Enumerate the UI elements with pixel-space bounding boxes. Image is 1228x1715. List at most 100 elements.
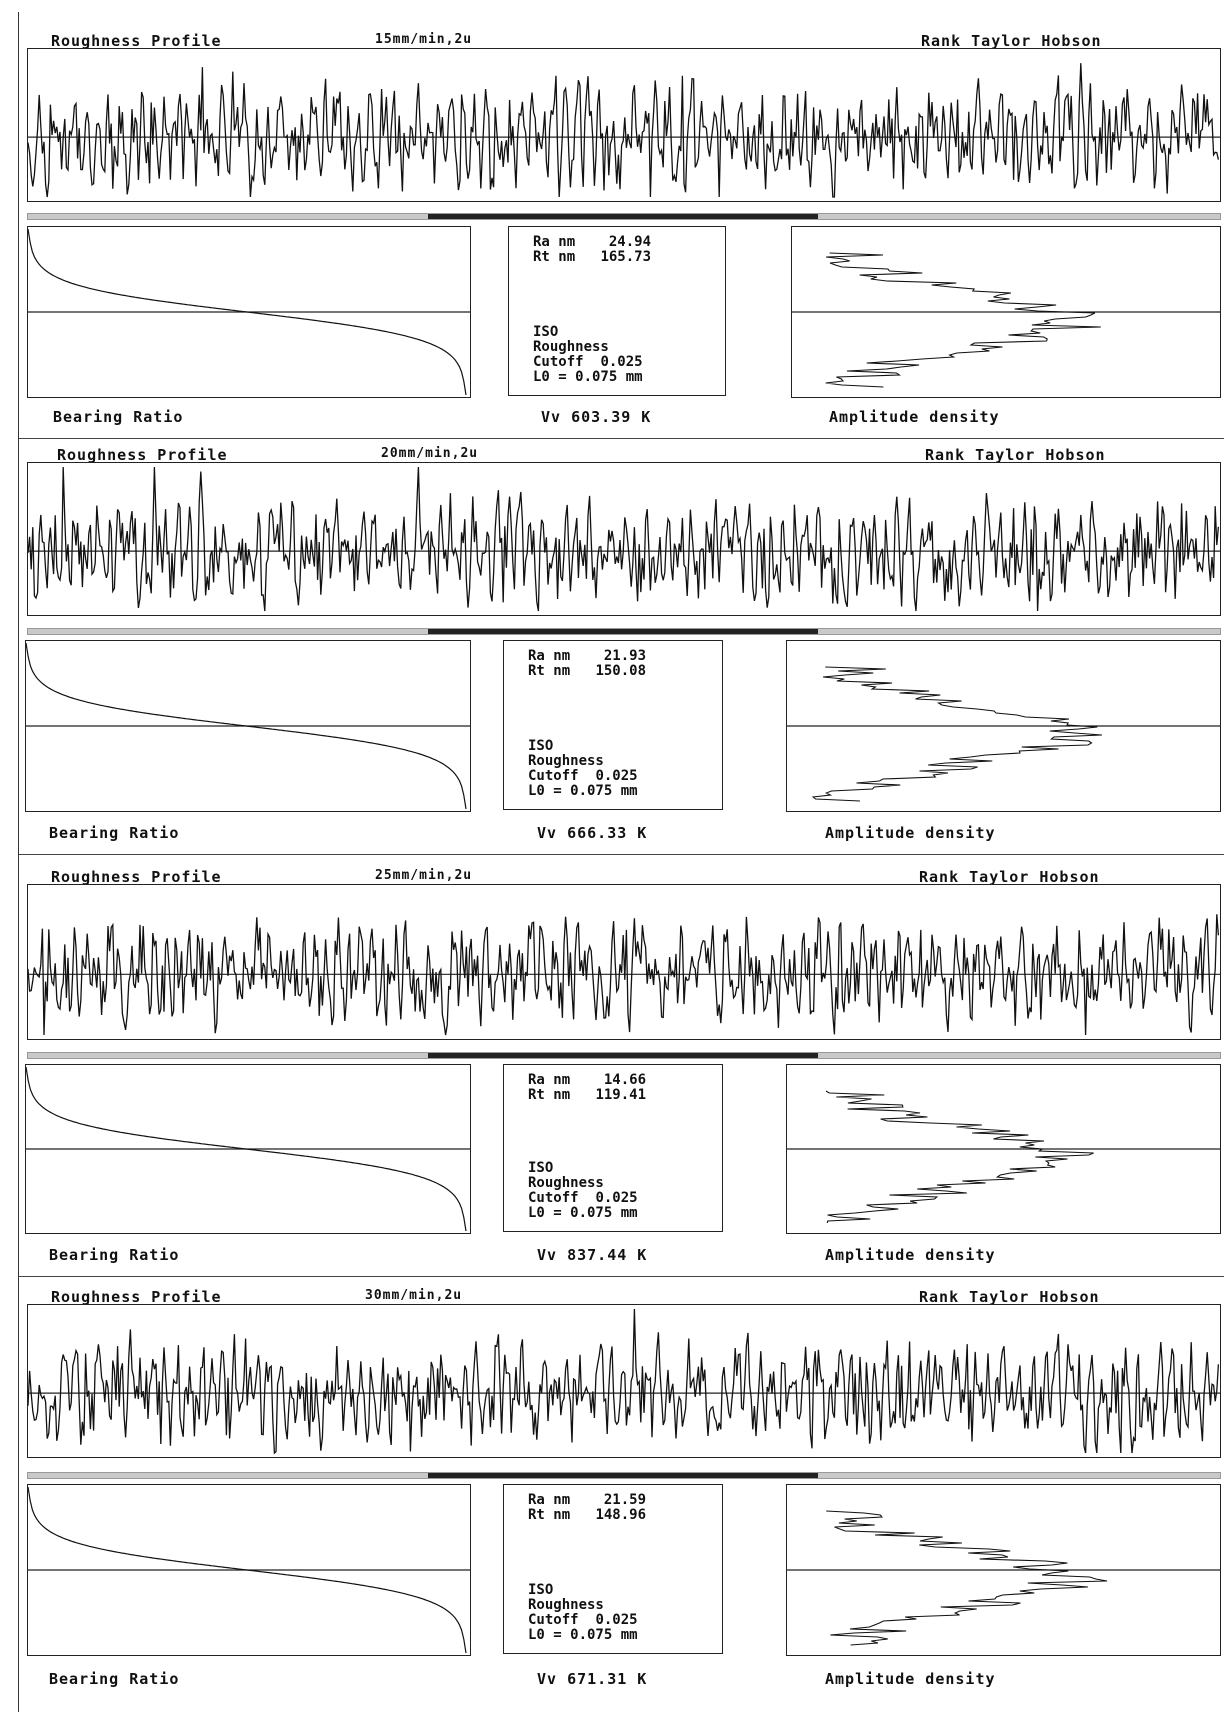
measurement-section-30: Roughness Profile 30mm/min,2u Rank Taylo… (19, 1280, 1224, 1712)
brand-label: Rank Taylor Hobson (921, 32, 1102, 50)
plot-canvas (26, 642, 470, 810)
vv-value: Vv 603.39 K (541, 408, 652, 426)
plot-canvas (26, 1066, 470, 1232)
section-divider (19, 1276, 1224, 1277)
cutoff-label: Cutoff (528, 768, 579, 784)
rt-label: Rt nm (533, 249, 576, 265)
bearing-ratio-curve (26, 642, 467, 810)
ra-value: 21.93 (603, 648, 647, 664)
cutoff-value: 0.025 (595, 1612, 638, 1628)
evaluation-length: L0 = 0.075 mm (528, 1205, 638, 1221)
brand-label: Rank Taylor Hobson (925, 446, 1106, 464)
vv-value: Vv 837.44 K (537, 1246, 648, 1264)
measurement-section-25: Roughness Profile 25mm/min,2u Rank Taylo… (19, 860, 1224, 1278)
roughness-trace (28, 914, 1220, 1036)
standard-label: ISO (528, 1582, 554, 1598)
bearing-ratio-curve (28, 1486, 467, 1654)
plot-canvas (787, 666, 1220, 802)
bearing-ratio-chart (27, 1484, 471, 1656)
bearing-ratio-caption: Bearing Ratio (53, 408, 184, 426)
cutoff-label: Cutoff (528, 1190, 579, 1206)
plot-canvas (792, 252, 1220, 388)
filter-label: Roughness (533, 339, 609, 355)
roughness-profile-chart (27, 1304, 1221, 1458)
ra-label: Ra nm (533, 234, 576, 250)
rt-label: Rt nm (528, 1087, 571, 1103)
profile-condition: 25mm/min,2u (375, 868, 473, 883)
report-page: Roughness Profile 15mm/min,2u Rank Taylo… (18, 12, 1224, 1712)
rt-value: 119.41 (595, 1087, 647, 1103)
roughness-profile-chart (27, 462, 1221, 616)
roughness-trace (28, 466, 1220, 612)
profile-title: Roughness Profile (51, 32, 222, 50)
bearing-ratio-curve (28, 228, 467, 396)
profile-condition: 30mm/min,2u (365, 1288, 463, 1303)
amplitude-density-chart (786, 1064, 1221, 1234)
cutoff-value: 0.025 (595, 768, 638, 784)
amplitude-density-chart (791, 226, 1221, 398)
filter-label: Roughness (528, 1175, 604, 1191)
measurement-section-15: Roughness Profile 15mm/min,2u Rank Taylo… (19, 12, 1224, 439)
amplitude-density-curve (811, 666, 1102, 802)
evaluation-length-bar (27, 628, 1221, 635)
rt-label: Rt nm (528, 1507, 571, 1523)
plot-canvas (28, 1308, 1220, 1455)
rt-value: 150.08 (595, 663, 647, 679)
profile-title: Roughness Profile (51, 1288, 222, 1306)
plot-canvas (28, 1486, 470, 1654)
cutoff-label: Cutoff (533, 354, 584, 370)
section-divider (19, 854, 1224, 855)
amplitude-density-chart (786, 640, 1221, 812)
ra-label: Ra nm (528, 1492, 571, 1508)
parameters-box: Ra nm 21.93 Rt nm 150.08 ISO Roughness C… (503, 640, 723, 810)
plot-canvas (28, 914, 1220, 1036)
evaluation-length: L0 = 0.075 mm (528, 1627, 638, 1643)
cutoff-value: 0.025 (595, 1190, 638, 1206)
cutoff-label: Cutoff (528, 1612, 579, 1628)
parameters-box: Ra nm 21.59 Rt nm 148.96 ISO Roughness C… (503, 1484, 723, 1654)
plot-canvas (787, 1090, 1220, 1224)
profile-condition: 15mm/min,2u (375, 32, 473, 47)
plot-canvas (28, 466, 1220, 612)
standard-label: ISO (533, 324, 559, 340)
amplitude-density-caption: Amplitude density (825, 1246, 996, 1264)
profile-title: Roughness Profile (57, 446, 228, 464)
filter-label: Roughness (528, 1597, 604, 1613)
evaluation-length-bar (27, 213, 1221, 220)
amplitude-density-caption: Amplitude density (825, 1670, 996, 1688)
plot-canvas (787, 1510, 1220, 1646)
standard-label: ISO (528, 738, 554, 754)
bearing-ratio-chart (25, 640, 471, 812)
rt-value: 148.96 (595, 1507, 647, 1523)
parameters-box: Ra nm 24.94 Rt nm 165.73 ISO Roughness C… (508, 226, 726, 396)
rt-label: Rt nm (528, 663, 571, 679)
cutoff-value: 0.025 (600, 354, 643, 370)
evaluation-length: L0 = 0.075 mm (533, 369, 643, 385)
amplitude-density-curve (826, 1510, 1108, 1646)
evaluation-length: L0 = 0.075 mm (528, 783, 638, 799)
ra-value: 24.94 (608, 234, 652, 250)
roughness-profile-chart (27, 884, 1221, 1040)
bearing-ratio-caption: Bearing Ratio (49, 1670, 180, 1688)
bearing-ratio-curve (26, 1066, 467, 1232)
roughness-trace (28, 1308, 1220, 1455)
parameters-box: Ra nm 14.66 Rt nm 119.41 ISO Roughness C… (503, 1064, 723, 1232)
filter-label: Roughness (528, 753, 604, 769)
evaluation-length-bar (27, 1052, 1221, 1059)
standard-label: ISO (528, 1160, 554, 1176)
vv-value: Vv 666.33 K (537, 824, 648, 842)
brand-label: Rank Taylor Hobson (919, 1288, 1100, 1306)
brand-label: Rank Taylor Hobson (919, 868, 1100, 886)
ra-label: Ra nm (528, 1072, 571, 1088)
ra-value: 21.59 (603, 1492, 647, 1508)
ra-label: Ra nm (528, 648, 571, 664)
profile-title: Roughness Profile (51, 868, 222, 886)
measurement-section-20: Roughness Profile 20mm/min,2u Rank Taylo… (19, 440, 1224, 858)
plot-canvas (28, 63, 1220, 198)
amplitude-density-curve (825, 252, 1101, 388)
plot-canvas (28, 228, 470, 396)
bearing-ratio-caption: Bearing Ratio (49, 824, 180, 842)
roughness-profile-chart (27, 48, 1221, 202)
amplitude-density-curve (825, 1090, 1094, 1224)
evaluation-length-bar (27, 1472, 1221, 1479)
